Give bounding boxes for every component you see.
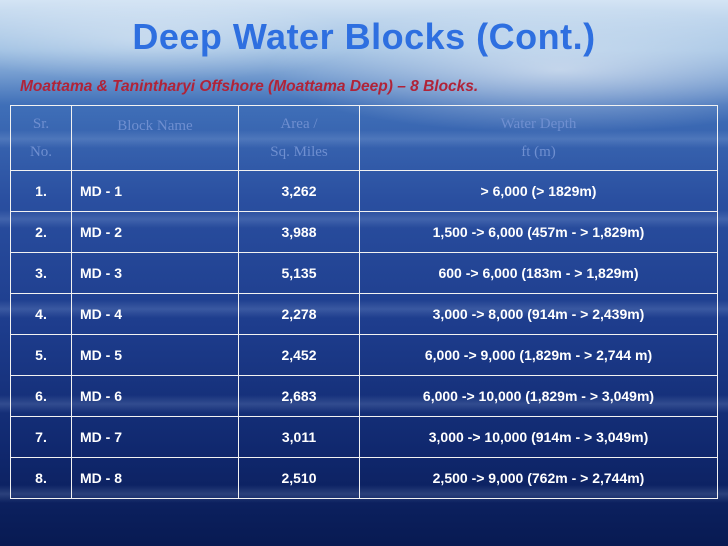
cell-block-name: MD - 5: [71, 334, 239, 376]
cell-water-depth: > 6,000 (> 1829m): [359, 170, 718, 212]
cell-area: 3,011: [238, 416, 360, 458]
cell-block-name: MD - 7: [71, 416, 239, 458]
cell-sr-no: 6.: [10, 375, 72, 417]
table-row: 8. MD - 8 2,510 2,500 -> 9,000 (762m - > 2,…: [10, 457, 718, 499]
header-area-line-2: Sq. Miles: [270, 144, 328, 160]
cell-sr-no: 2.: [10, 211, 72, 253]
cell-area: 2,278: [238, 293, 360, 335]
cell-sr-no: 5.: [10, 334, 72, 376]
cell-block-name: MD - 2: [71, 211, 239, 253]
cell-block-name: MD - 1: [71, 170, 239, 212]
deep-water-blocks-table: Sr. No. Block Name Area / Sq. Miles Wate…: [10, 105, 718, 499]
header-sr-line-2: No.: [29, 144, 53, 160]
header-sr-no: Sr. No.: [10, 105, 72, 171]
cell-sr-no: 3.: [10, 252, 72, 294]
cell-area: 3,262: [238, 170, 360, 212]
table-header-row: Sr. No. Block Name Area / Sq. Miles Wate…: [10, 105, 718, 171]
cell-sr-no: 4.: [10, 293, 72, 335]
table-row: 5. MD - 5 2,452 6,000 -> 9,000 (1,829m - > …: [10, 334, 718, 376]
header-block-name: Block Name: [71, 105, 239, 171]
header-name-line-1: Block Name: [117, 118, 193, 134]
cell-water-depth: 6,000 -> 10,000 (1,829m - > 3,049m): [359, 375, 718, 417]
table-row: 4. MD - 4 2,278 3,000 -> 8,000 (914m - > 2,…: [10, 293, 718, 335]
table-row: 6. MD - 6 2,683 6,000 -> 10,000 (1,829m - >…: [10, 375, 718, 417]
cell-water-depth: 2,500 -> 9,000 (762m - > 2,744m): [359, 457, 718, 499]
cell-area: 2,452: [238, 334, 360, 376]
table-row: 3. MD - 3 5,135 600 -> 6,000 (183m - > 1,82…: [10, 252, 718, 294]
slide-title: Deep Water Blocks (Cont.): [132, 16, 596, 57]
table-body: 1. MD - 1 3,262 > 6,000 (> 1829m) 2. MD - 2 3,…: [10, 170, 718, 499]
cell-water-depth: 6,000 -> 9,000 (1,829m - > 2,744 m): [359, 334, 718, 376]
table-row: 2. MD - 2 3,988 1,500 -> 6,000 (457m - > 1,…: [10, 211, 718, 253]
header-area: Area / Sq. Miles: [238, 105, 360, 171]
header-depth-line-2: ft (m): [521, 144, 556, 160]
cell-sr-no: 7.: [10, 416, 72, 458]
cell-area: 2,510: [238, 457, 360, 499]
header-sr-line-1: Sr.: [32, 116, 50, 132]
cell-water-depth: 3,000 -> 8,000 (914m - > 2,439m): [359, 293, 718, 335]
cell-water-depth: 3,000 -> 10,000 (914m - > 3,049m): [359, 416, 718, 458]
cell-area: 3,988: [238, 211, 360, 253]
cell-sr-no: 1.: [10, 170, 72, 212]
cell-block-name: MD - 4: [71, 293, 239, 335]
header-water-depth: Water Depth ft (m): [359, 105, 718, 171]
slide-subtitle: Moattama & Tanintharyi Offshore (Moattam…: [20, 78, 479, 95]
cell-block-name: MD - 6: [71, 375, 239, 417]
cell-area: 5,135: [238, 252, 360, 294]
cell-sr-no: 8.: [10, 457, 72, 499]
cell-block-name: MD - 8: [71, 457, 239, 499]
table-row: 1. MD - 1 3,262 > 6,000 (> 1829m): [10, 170, 718, 212]
cell-water-depth: 1,500 -> 6,000 (457m - > 1,829m): [359, 211, 718, 253]
cell-block-name: MD - 3: [71, 252, 239, 294]
header-depth-line-1: Water Depth: [500, 116, 577, 132]
cell-area: 2,683: [238, 375, 360, 417]
cell-water-depth: 600 -> 6,000 (183m - > 1,829m): [359, 252, 718, 294]
table-row: 7. MD - 7 3,011 3,000 -> 10,000 (914m - > 3…: [10, 416, 718, 458]
header-area-line-1: Area /: [280, 116, 318, 132]
